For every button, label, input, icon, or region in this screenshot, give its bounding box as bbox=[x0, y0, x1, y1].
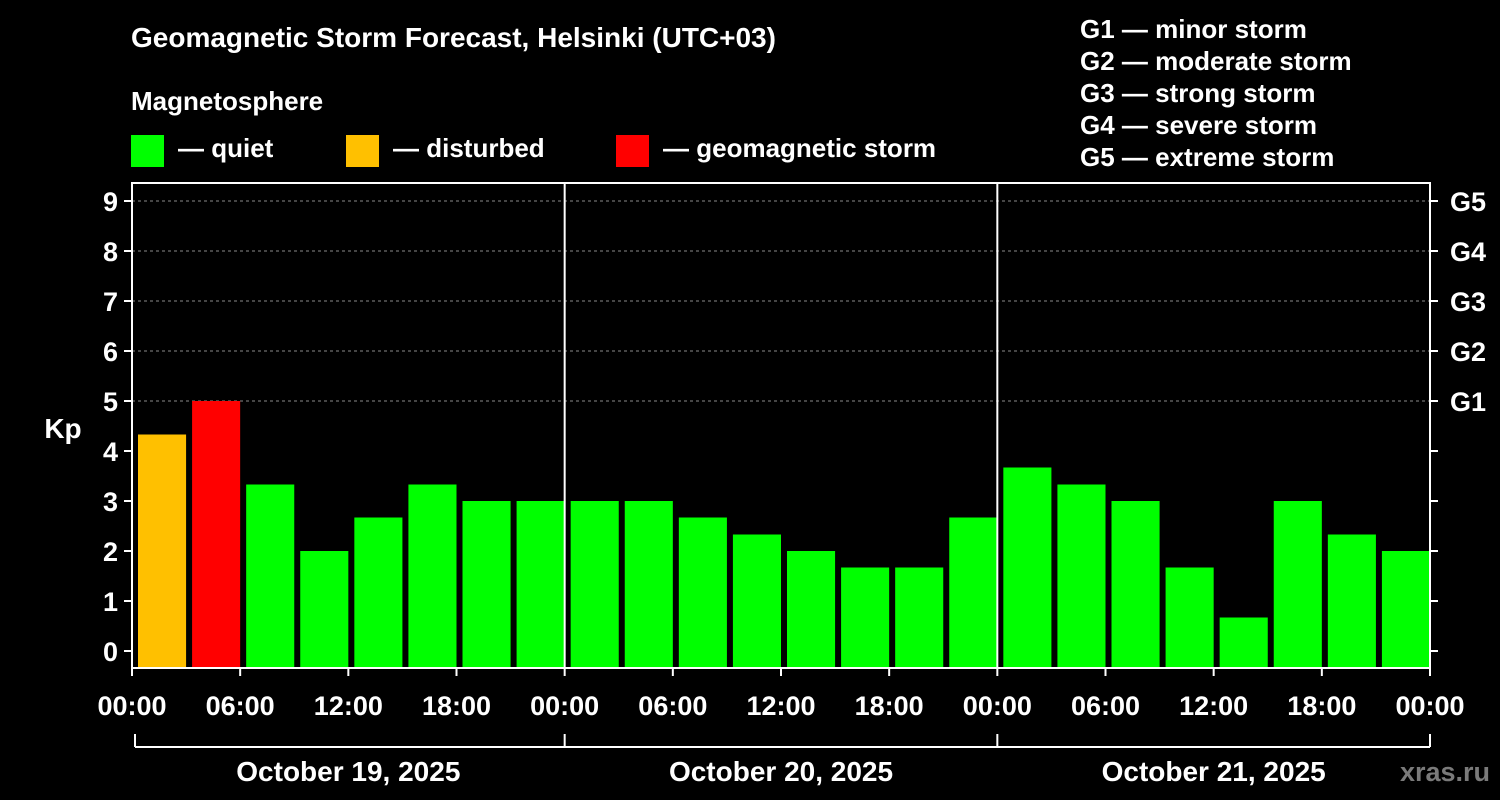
bar-8 bbox=[570, 501, 619, 668]
bar-18 bbox=[1111, 501, 1160, 668]
storm-scale-g3: G3 — strong storm bbox=[1080, 78, 1316, 108]
ytick-label-2: 2 bbox=[103, 537, 118, 567]
right-tick-label-g2: G2 bbox=[1450, 337, 1486, 367]
xtick-label-7: 18:00 bbox=[855, 691, 924, 721]
legend-label-storm: — geomagnetic storm bbox=[663, 133, 937, 163]
bar-20 bbox=[1219, 617, 1268, 668]
xtick-label-5: 06:00 bbox=[638, 691, 707, 721]
bar-0 bbox=[138, 434, 187, 668]
storm-scale-g1: G1 — minor storm bbox=[1080, 14, 1307, 44]
bar-5 bbox=[408, 484, 457, 668]
xtick-label-9: 06:00 bbox=[1071, 691, 1140, 721]
legend-heading: Magnetosphere bbox=[131, 86, 324, 116]
bar-10 bbox=[678, 517, 727, 668]
xtick-label-3: 18:00 bbox=[422, 691, 491, 721]
source-watermark: xras.ru bbox=[1399, 757, 1490, 787]
bar-9 bbox=[624, 501, 673, 668]
y-axis-label: Kp bbox=[44, 413, 81, 444]
bar-23 bbox=[1381, 551, 1430, 668]
ytick-label-7: 7 bbox=[103, 287, 118, 317]
ytick-label-0: 0 bbox=[103, 637, 118, 667]
bar-6 bbox=[462, 501, 511, 668]
bar-11 bbox=[732, 534, 781, 668]
bar-3 bbox=[300, 551, 349, 668]
ytick-label-3: 3 bbox=[103, 487, 118, 517]
bar-12 bbox=[787, 551, 836, 668]
bar-1 bbox=[192, 401, 241, 668]
ytick-label-5: 5 bbox=[103, 387, 118, 417]
xtick-label-0: 00:00 bbox=[97, 691, 166, 721]
right-tick-label-g1: G1 bbox=[1450, 387, 1486, 417]
xtick-label-4: 00:00 bbox=[530, 691, 599, 721]
bar-7 bbox=[516, 501, 565, 668]
bar-16 bbox=[1003, 467, 1052, 668]
xtick-label-1: 06:00 bbox=[206, 691, 275, 721]
storm-scale-g5: G5 — extreme storm bbox=[1080, 142, 1335, 172]
legend-label-quiet: — quiet bbox=[178, 133, 274, 163]
day-label-1: October 20, 2025 bbox=[669, 756, 893, 787]
day-label-0: October 19, 2025 bbox=[236, 756, 460, 787]
ytick-label-9: 9 bbox=[103, 187, 118, 217]
day-label-2: October 21, 2025 bbox=[1102, 756, 1326, 787]
storm-scale-g2: G2 — moderate storm bbox=[1080, 46, 1352, 76]
ytick-label-6: 6 bbox=[103, 337, 118, 367]
bar-15 bbox=[949, 517, 998, 668]
legend-swatch-storm bbox=[616, 135, 649, 167]
xtick-label-2: 12:00 bbox=[314, 691, 383, 721]
ytick-label-4: 4 bbox=[103, 437, 118, 467]
legend-label-disturbed: — disturbed bbox=[393, 133, 545, 163]
legend-swatch-quiet bbox=[131, 135, 164, 167]
right-tick-label-g4: G4 bbox=[1450, 237, 1486, 267]
xtick-label-12: 00:00 bbox=[1395, 691, 1464, 721]
right-tick-label-g3: G3 bbox=[1450, 287, 1486, 317]
bar-22 bbox=[1327, 534, 1376, 668]
xtick-label-6: 12:00 bbox=[746, 691, 815, 721]
bar-17 bbox=[1057, 484, 1106, 668]
legend-swatch-disturbed bbox=[346, 135, 379, 167]
bar-19 bbox=[1165, 567, 1214, 668]
ytick-label-1: 1 bbox=[103, 587, 118, 617]
xtick-label-10: 12:00 bbox=[1179, 691, 1248, 721]
right-tick-label-g5: G5 bbox=[1450, 187, 1486, 217]
bar-14 bbox=[895, 567, 944, 668]
xtick-label-11: 18:00 bbox=[1287, 691, 1356, 721]
bar-13 bbox=[841, 567, 890, 668]
xtick-label-8: 00:00 bbox=[963, 691, 1032, 721]
ytick-label-8: 8 bbox=[103, 237, 118, 267]
chart-title: Geomagnetic Storm Forecast, Helsinki (UT… bbox=[131, 22, 776, 53]
bar-4 bbox=[354, 517, 403, 668]
bar-21 bbox=[1273, 501, 1322, 668]
bar-2 bbox=[246, 484, 295, 668]
storm-scale-g4: G4 — severe storm bbox=[1080, 110, 1318, 140]
